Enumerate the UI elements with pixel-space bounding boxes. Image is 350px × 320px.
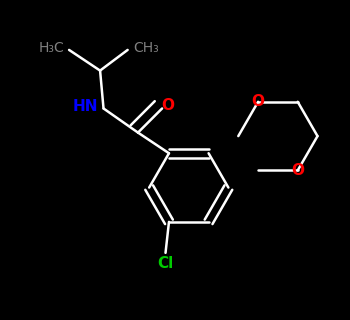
Text: HN: HN bbox=[73, 99, 98, 114]
Text: Cl: Cl bbox=[158, 256, 174, 271]
Text: H₃C: H₃C bbox=[38, 41, 64, 55]
Text: O: O bbox=[161, 98, 174, 113]
Text: CH₃: CH₃ bbox=[133, 41, 159, 55]
Text: O: O bbox=[252, 94, 265, 109]
Text: O: O bbox=[291, 163, 304, 178]
